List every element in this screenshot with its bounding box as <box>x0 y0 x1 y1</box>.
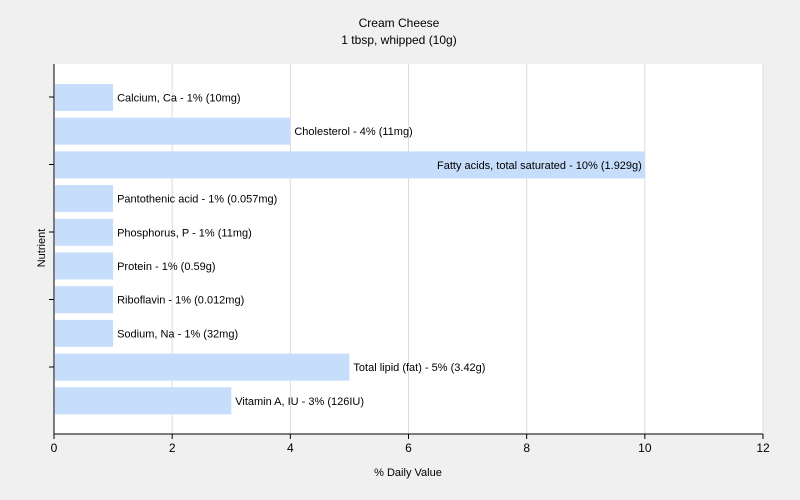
x-axis-title: % Daily Value <box>374 467 442 479</box>
chart-subtitle: 1 tbsp, whipped (10g) <box>341 33 456 47</box>
bar <box>55 185 114 213</box>
x-tick-label: 0 <box>51 441 58 455</box>
x-tick-label: 6 <box>405 441 412 455</box>
bar-label: Sodium, Na - 1% (32mg) <box>117 328 238 340</box>
bar-label: Protein - 1% (0.59g) <box>117 261 215 273</box>
bar <box>55 151 645 179</box>
bar-label: Vitamin A, IU - 3% (126IU) <box>235 396 364 408</box>
bar <box>55 218 114 246</box>
chart-title: Cream Cheese <box>359 16 440 30</box>
bar-label: Cholesterol - 4% (11mg) <box>294 126 412 138</box>
bar <box>55 353 350 381</box>
x-tick-label: 4 <box>287 441 294 455</box>
bar-labels: Calcium, Ca - 1% (10mg) Cholesterol - 4% … <box>117 93 642 408</box>
bar-label: Phosphorus, P - 1% (11mg) <box>117 227 252 239</box>
x-tick-label: 10 <box>638 441 652 455</box>
bar <box>55 286 114 314</box>
bars <box>55 84 645 415</box>
bar <box>55 252 114 280</box>
x-ticks: 0 2 4 6 8 10 12 <box>51 434 770 455</box>
bar <box>55 84 114 111</box>
bar-label: Riboflavin - 1% (0.012mg) <box>117 295 244 307</box>
bar-label: Fatty acids, total saturated - 10% (1.92… <box>437 160 642 172</box>
x-tick-label: 12 <box>756 441 770 455</box>
bar <box>55 117 291 145</box>
bar-label: Calcium, Ca - 1% (10mg) <box>117 93 240 105</box>
x-tick-label: 2 <box>169 441 176 455</box>
bar-label: Total lipid (fat) - 5% (3.42g) <box>353 362 485 374</box>
bar <box>55 319 114 347</box>
bar <box>55 387 232 415</box>
bar-label: Pantothenic acid - 1% (0.057mg) <box>117 194 277 206</box>
y-axis-title: Nutrient <box>36 229 48 268</box>
x-tick-label: 8 <box>523 441 530 455</box>
